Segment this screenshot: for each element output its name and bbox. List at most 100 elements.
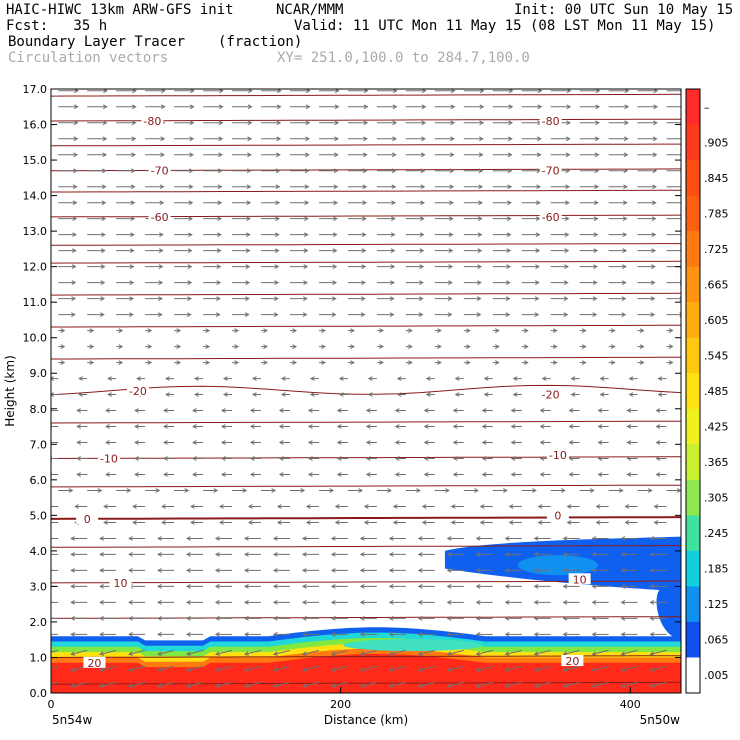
vector-arrow — [116, 200, 136, 206]
vector-arrow — [87, 200, 107, 206]
vector-arrow — [330, 649, 349, 656]
vector-arrow — [249, 472, 261, 477]
vector-arrow — [637, 344, 645, 349]
vector-arrow — [116, 184, 136, 190]
vector-arrow — [463, 200, 483, 206]
colorbar-label: .305 — [704, 492, 729, 505]
colorbar-label: .845 — [704, 172, 729, 185]
vector-arrow — [504, 649, 522, 656]
vector-arrow — [562, 600, 580, 605]
vector-arrow — [289, 152, 310, 158]
vector-arrow — [203, 328, 211, 333]
vector-arrow — [203, 344, 211, 349]
vector-arrow — [58, 488, 74, 493]
vector-arrow — [347, 168, 368, 174]
vector-arrow — [579, 104, 601, 110]
vector-arrow — [434, 104, 456, 110]
vector-arrow — [220, 472, 233, 477]
vector-arrow — [510, 408, 522, 413]
vector-arrow — [608, 120, 629, 126]
vector-arrow — [434, 136, 455, 142]
colorbar-swatch — [686, 231, 700, 268]
vector-arrow — [388, 536, 406, 541]
vector-arrow — [388, 665, 406, 672]
vector-arrow — [367, 376, 377, 381]
vector-arrow — [376, 248, 396, 254]
colorbar-label: .125 — [704, 598, 729, 611]
isotherm-label-bg — [148, 210, 171, 222]
vector-arrow — [405, 328, 413, 333]
vector-arrow — [70, 616, 88, 621]
vector-arrow — [492, 120, 514, 126]
vector-arrow — [608, 152, 629, 158]
vector-arrow — [637, 280, 656, 285]
isotherm-label-bg — [546, 448, 569, 460]
vector-arrow — [157, 649, 175, 656]
vector-arrow — [99, 649, 117, 656]
vector-arrow — [232, 312, 250, 317]
vector-arrow — [608, 184, 629, 190]
vector-arrow — [145, 280, 164, 285]
vector-arrow — [134, 408, 146, 413]
vector-arrow — [405, 312, 424, 317]
vector-arrow — [550, 136, 571, 142]
isotherm-line — [51, 616, 681, 619]
vector-arrow — [376, 184, 397, 190]
isotherm-label-bg — [568, 573, 591, 585]
vector-arrow — [301, 584, 319, 589]
vector-arrow — [595, 504, 609, 509]
isotherm-label-bg — [539, 164, 562, 176]
vector-arrow — [51, 472, 59, 477]
vector-arrow — [243, 665, 262, 672]
vector-arrow — [533, 632, 551, 637]
vector-arrow — [87, 360, 95, 365]
vector-arrow — [591, 552, 609, 557]
vector-arrow — [58, 280, 77, 285]
vector-arrow — [666, 232, 681, 238]
vector-arrow — [417, 600, 435, 605]
vector-arrow — [628, 376, 638, 381]
vector-arrow — [626, 440, 638, 445]
vector-arrow — [163, 408, 175, 413]
vector-arrow — [492, 264, 512, 270]
vector-arrow — [405, 344, 413, 349]
vector-arrow — [243, 552, 261, 557]
vector-arrow — [107, 392, 117, 397]
isotherm-labels: -80 -80 -70 -70 -60 -60 -20 -20 -10 -10 0 0 10 10 20 20 — [76, 114, 591, 670]
vector-arrow — [116, 216, 136, 222]
vector-arrow — [446, 665, 464, 672]
vector-arrow — [463, 280, 482, 285]
vector-arrow — [405, 136, 426, 142]
vector-arrow — [116, 120, 137, 126]
vector-arrow — [336, 440, 348, 445]
vector-arrow — [99, 600, 117, 605]
isotherm-label-bg — [546, 509, 569, 521]
colorbar-swatch — [686, 337, 700, 374]
vector-arrow — [163, 472, 175, 477]
colorbar-swatch — [686, 302, 700, 339]
vector-arrow — [214, 616, 233, 621]
vector-arrow — [521, 488, 537, 493]
vector-arrow — [417, 632, 435, 637]
vector-arrow — [539, 424, 551, 429]
vector-arrow — [134, 472, 146, 477]
vector-arrow — [637, 120, 658, 126]
vector-arrow — [394, 440, 406, 445]
vector-arrow — [307, 440, 319, 445]
vector-arrow — [243, 681, 262, 688]
vector-arrow — [336, 408, 348, 413]
isotherm-line — [51, 356, 681, 360]
vector-arrow — [608, 360, 616, 365]
vector-arrow — [533, 584, 551, 589]
vector-arrow — [70, 568, 88, 573]
vector-arrow — [637, 200, 657, 206]
vector-arrow — [562, 632, 580, 637]
isotherm-line — [51, 324, 681, 328]
y-tick-label: 1.0 — [30, 651, 48, 664]
vector-arrow — [232, 280, 251, 285]
vector-arrow — [365, 424, 377, 429]
vector-arrow — [194, 376, 204, 381]
vector-arrow — [579, 488, 595, 493]
vector-arrow — [463, 184, 484, 190]
vector-arrow — [203, 216, 223, 222]
